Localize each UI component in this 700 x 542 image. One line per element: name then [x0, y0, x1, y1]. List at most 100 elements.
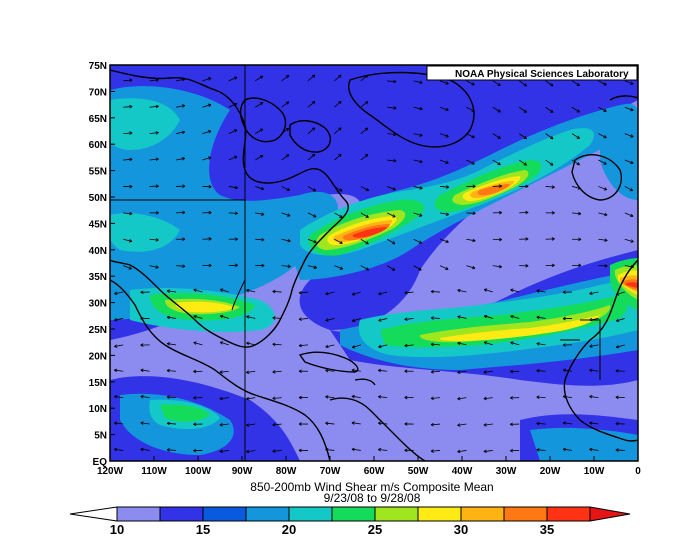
borders: [110, 65, 601, 461]
wind-arrow-head: [603, 187, 608, 191]
wind-arrow: [536, 316, 546, 319]
wind-arrow-head: [182, 210, 186, 215]
wind-arrow-head: [246, 341, 250, 346]
wind-arrow: [228, 212, 238, 214]
wind-arrow: [431, 370, 441, 373]
wind-arrow-head: [260, 186, 265, 191]
wind-arrow: [123, 158, 133, 161]
colorbar-swatch: [503, 506, 548, 522]
wind-arrow: [360, 101, 369, 108]
lat-label: 75N: [89, 61, 107, 72]
wind-arrow-head: [483, 449, 487, 454]
wind-arrow-head: [536, 289, 540, 293]
wind-arrow: [589, 422, 599, 425]
wind-arrow-head: [313, 265, 318, 269]
wind-arrow-head: [208, 237, 212, 241]
wind-arrow: [545, 106, 554, 113]
wind-arrow-head: [536, 395, 540, 399]
wind-arrow: [175, 78, 185, 82]
credit-text: NOAA Physical Sciences Laboratory: [455, 69, 629, 80]
wind-arrow-head: [419, 159, 423, 164]
wind-arrow-head: [630, 239, 634, 243]
wind-vectors: [114, 74, 634, 454]
wind-arrow-head: [155, 265, 159, 269]
wind-arrow-head: [246, 370, 250, 374]
wind-arrow-head: [208, 210, 212, 215]
wind-arrow: [492, 133, 501, 139]
wind-arrow-head: [589, 344, 593, 348]
wind-arrow-head: [510, 288, 514, 293]
wind-arrow: [536, 370, 546, 372]
wind-arrow: [149, 158, 159, 161]
wind-arrow-head: [311, 74, 316, 78]
wind-arrow: [360, 74, 369, 82]
colorbar-swatch: [460, 506, 505, 522]
wind-arrow-head: [219, 449, 223, 454]
wind-arrow-head: [325, 395, 329, 399]
wind-arrow-head: [298, 343, 302, 348]
wind-arrow: [281, 154, 290, 161]
lon-label: 120W: [97, 466, 124, 477]
colorbar-label: 35: [540, 522, 554, 537]
wind-arrow: [246, 316, 256, 319]
lat-label: 65N: [89, 114, 107, 125]
wind-arrow: [281, 127, 290, 134]
wind-arrow-head: [549, 162, 554, 166]
wind-arrow: [518, 106, 527, 113]
wind-arrow-head: [140, 368, 144, 373]
wind-arrow-head: [510, 341, 514, 345]
wind-arrow-head: [155, 131, 159, 135]
wind-arrow: [457, 370, 467, 373]
wind-arrow-head: [285, 154, 290, 158]
wind-arrow-head: [166, 342, 171, 346]
wind-arrow-head: [510, 422, 514, 427]
wind-arrow: [307, 212, 317, 218]
lat-label: 25N: [89, 325, 107, 336]
lon-label: 80W: [276, 466, 297, 477]
wind-arrow: [439, 133, 449, 138]
wind-arrow: [387, 212, 396, 218]
wind-arrow: [281, 212, 291, 217]
wind-arrow: [307, 265, 317, 269]
wind-arrow-head: [578, 211, 582, 216]
wind-arrow: [536, 449, 546, 451]
wind-arrow: [378, 422, 388, 425]
wind-arrow: [228, 103, 238, 108]
wind-arrow-head: [549, 109, 554, 113]
wind-arrow: [254, 102, 264, 108]
lon-label: 50W: [408, 466, 429, 477]
wind-arrow: [334, 212, 343, 218]
wind-arrow-head: [445, 134, 449, 138]
wind-arrow: [167, 290, 177, 293]
wind-arrow-head: [562, 447, 567, 452]
wind-arrow: [457, 423, 467, 426]
wind-arrow: [598, 133, 607, 139]
lat-label: 70N: [89, 87, 107, 98]
wind-arrow-head: [630, 134, 634, 138]
wind-arrow-head: [338, 74, 342, 78]
wind-arrow: [272, 343, 282, 346]
wind-arrow: [140, 395, 150, 399]
wind-arrow: [307, 101, 316, 108]
wind-arrow: [114, 396, 124, 399]
wind-arrow: [624, 133, 634, 138]
wind-arrow-head: [419, 213, 423, 217]
wind-arrow: [439, 265, 449, 270]
wind-arrow-head: [445, 212, 450, 216]
wind-arrow-head: [166, 315, 171, 320]
wind-arrow-head: [272, 396, 276, 401]
wind-arrow-head: [483, 396, 487, 401]
wind-arrow: [457, 289, 467, 293]
wind-arrow-head: [140, 447, 144, 452]
wind-arrow-head: [589, 291, 593, 296]
colorbar-swatch: [331, 506, 376, 522]
wind-arrow: [193, 342, 203, 346]
wind-arrow-head: [523, 162, 527, 166]
wind-arrow: [352, 344, 361, 348]
wind-arrow-head: [551, 237, 555, 241]
wind-arrow: [430, 343, 441, 346]
wind-arrow-head: [562, 316, 566, 321]
wind-arrow-head: [498, 237, 502, 242]
wind-arrow-head: [471, 82, 475, 86]
